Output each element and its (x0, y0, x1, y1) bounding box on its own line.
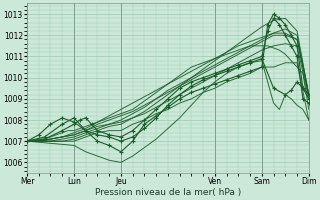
X-axis label: Pression niveau de la mer( hPa ): Pression niveau de la mer( hPa ) (95, 188, 241, 197)
